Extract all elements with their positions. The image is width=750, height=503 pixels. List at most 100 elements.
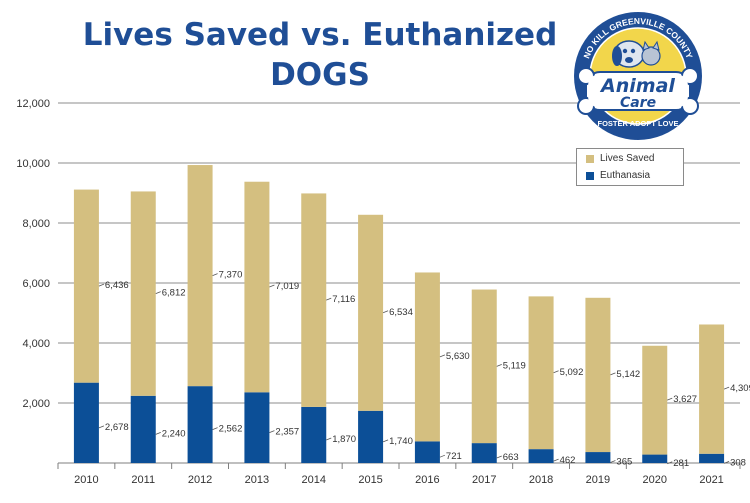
data-label-lives-saved: 5,142 [616, 369, 640, 380]
data-label-euthanasia: 462 [560, 455, 576, 466]
data-label-lives-saved: 6,534 [389, 307, 413, 318]
x-tick-label: 2020 [643, 474, 667, 486]
data-label-euthanasia: 663 [503, 452, 519, 463]
x-tick-label: 2018 [529, 474, 553, 486]
data-label-euthanasia: 721 [446, 451, 462, 462]
x-tick-label: 2014 [302, 474, 326, 486]
chart-title-line2: DOGS [270, 57, 370, 93]
data-label-leader [667, 397, 673, 401]
data-label-euthanasia: 2,678 [105, 422, 129, 433]
data-label-leader [610, 460, 616, 463]
data-label-leader [553, 458, 559, 462]
data-label-lives-saved: 6,436 [105, 280, 129, 291]
data-label-leader [382, 310, 389, 314]
bar-euthanasia [358, 410, 384, 463]
data-label-leader [439, 454, 446, 458]
bar-euthanasia [528, 449, 554, 463]
data-label-euthanasia: 2,562 [219, 424, 243, 435]
data-label-leader [723, 386, 730, 390]
bar-lives-saved [73, 189, 99, 383]
bar-lives-saved [471, 289, 497, 444]
data-label-lives-saved: 6,812 [162, 288, 186, 299]
data-label-lives-saved: 3,627 [673, 394, 697, 405]
data-label-euthanasia: 281 [673, 458, 689, 469]
legend-item-euthanasia: Euthanasia [577, 167, 683, 184]
x-tick-label: 2012 [188, 474, 212, 486]
data-label-leader [326, 297, 332, 301]
x-tick-label: 2017 [472, 474, 496, 486]
data-label-euthanasia: 2,240 [162, 428, 186, 439]
chart-legend: Lives Saved Euthanasia [576, 148, 684, 186]
data-label-leader [155, 291, 161, 294]
x-tick-label: 2019 [586, 474, 610, 486]
data-label-leader [98, 425, 105, 429]
data-label-euthanasia: 308 [730, 457, 746, 468]
data-label-leader [496, 455, 502, 459]
data-label-lives-saved: 5,119 [503, 360, 526, 371]
bar-euthanasia [73, 382, 99, 463]
x-tick-label: 2013 [245, 474, 269, 486]
data-label-leader [155, 432, 161, 435]
y-tick-label: 10,000 [16, 158, 50, 170]
data-label-euthanasia: 2,357 [275, 427, 299, 438]
bar-euthanasia [130, 395, 156, 463]
bar-euthanasia [414, 441, 440, 463]
data-label-leader [98, 283, 105, 287]
x-tick-label: 2010 [74, 474, 98, 486]
logo-bottom-text: FOSTER ADOPT LOVE [598, 119, 679, 128]
bar-lives-saved [414, 272, 440, 442]
bar-euthanasia [699, 453, 725, 463]
legend-label-euthanasia: Euthanasia [600, 170, 651, 181]
legend-swatch-euthanasia [586, 171, 594, 180]
animal-care-logo: NO KILL GREENVILLE COUNTY Animal Care FO… [572, 10, 704, 142]
data-label-leader [269, 430, 275, 434]
bar-lives-saved [187, 165, 213, 387]
x-tick-label: 2021 [699, 474, 723, 486]
data-label-leader [212, 273, 218, 276]
bar-euthanasia [585, 452, 611, 463]
data-label-leader [610, 372, 616, 376]
legend-label-lives-saved: Lives Saved [600, 153, 655, 164]
x-tick-label: 2011 [131, 474, 155, 486]
y-tick-label: 12,000 [16, 98, 50, 110]
data-label-euthanasia: 365 [616, 457, 632, 468]
data-label-leader [553, 370, 559, 374]
data-label-leader [382, 439, 389, 443]
bar-euthanasia [187, 386, 213, 463]
bar-euthanasia [244, 392, 270, 463]
bar-lives-saved [358, 214, 384, 411]
data-label-lives-saved: 5,630 [446, 351, 470, 362]
data-label-leader [212, 427, 218, 430]
data-label-leader [496, 363, 502, 367]
data-label-leader [667, 461, 673, 465]
bar-euthanasia [642, 454, 668, 463]
data-label-lives-saved: 7,019 [275, 281, 299, 292]
bar-lives-saved [642, 345, 668, 455]
chart-title-line1: Lives Saved vs. Euthanized [82, 17, 558, 53]
data-label-lives-saved: 4,309 [730, 383, 750, 394]
y-tick-label: 6,000 [22, 278, 50, 290]
data-label-leader [439, 354, 446, 358]
data-label-leader [269, 284, 275, 288]
data-label-leader [326, 437, 332, 441]
legend-item-lives-saved: Lives Saved [577, 150, 683, 167]
bar-euthanasia [471, 443, 497, 463]
bar-lives-saved [699, 324, 725, 454]
legend-swatch-lives-saved [586, 154, 594, 163]
y-tick-label: 8,000 [22, 218, 50, 230]
bar-euthanasia [301, 406, 327, 463]
logo-word-animal: Animal [599, 75, 675, 97]
x-tick-label: 2015 [358, 474, 382, 486]
logo-word-care: Care [620, 95, 656, 111]
bar-lives-saved [244, 181, 270, 393]
data-label-leader [723, 461, 730, 464]
data-label-lives-saved: 7,116 [332, 294, 355, 305]
data-label-lives-saved: 5,092 [560, 367, 584, 378]
data-label-euthanasia: 1,740 [389, 436, 413, 447]
data-label-lives-saved: 7,370 [219, 270, 243, 281]
x-tick-label: 2016 [415, 474, 439, 486]
bar-lives-saved [130, 191, 156, 396]
bar-lives-saved [585, 297, 611, 453]
y-tick-label: 2,000 [22, 398, 50, 410]
y-tick-label: 4,000 [22, 338, 50, 350]
